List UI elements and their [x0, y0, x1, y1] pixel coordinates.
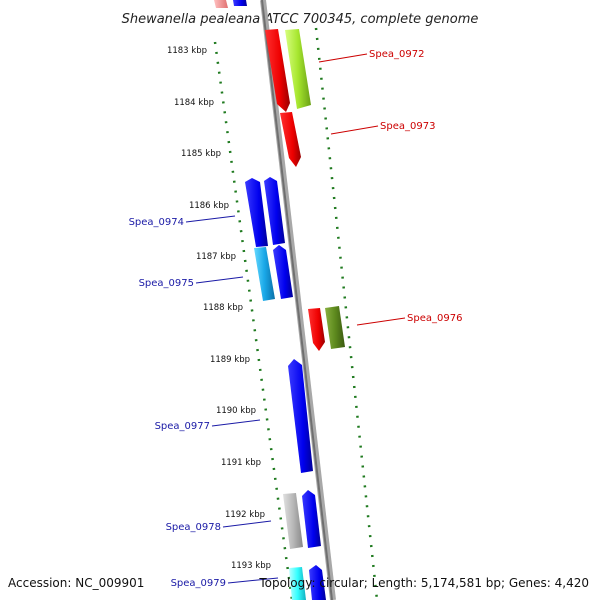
- map-title: Shewanella pealeana ATCC 700345, complet…: [122, 12, 479, 27]
- tick-label-1187: 1187 kbp: [196, 252, 236, 262]
- gene-arrow-olive-1: [325, 306, 345, 349]
- tick-label-1183: 1183 kbp: [167, 46, 207, 56]
- gene-arrow-partial-top-blue: [233, 0, 247, 6]
- tick-label-1189: 1189 kbp: [210, 355, 250, 365]
- gene-arrow-spea-0979: [289, 567, 306, 600]
- gene-label-spea-0978[interactable]: Spea_0978: [166, 522, 221, 533]
- gene-arrows: [214, 0, 345, 600]
- gene-label-spea-0974[interactable]: Spea_0974: [129, 217, 184, 228]
- gene-arrow-spea-0972: [265, 29, 290, 112]
- topology-text: Topology: circular; Length: 5,174,581 bp…: [258, 576, 589, 590]
- tick-label-1192: 1192 kbp: [225, 510, 265, 520]
- gene-label-spea-0975[interactable]: Spea_0975: [139, 278, 194, 289]
- tick-label-1191: 1191 kbp: [221, 458, 261, 468]
- gene-label-spea-0972[interactable]: Spea_0972: [369, 49, 424, 60]
- tick-label-1190: 1190 kbp: [216, 406, 256, 416]
- tick-label-1188: 1188 kbp: [203, 303, 243, 313]
- genome-backbone: [260, 0, 336, 600]
- gene-arrow-spea-0974: [245, 178, 268, 247]
- gene-arrow-spea-0975: [254, 247, 275, 301]
- gene-arrow-lime-1: [285, 29, 311, 109]
- inner-tick-ruler: [213, 41, 294, 600]
- tick-label-1186: 1186 kbp: [189, 201, 229, 211]
- tick-label-1193: 1193 kbp: [231, 561, 271, 571]
- gene-arrow-spea-0976: [308, 308, 325, 351]
- kbp-tick-labels: 1183 kbp 1184 kbp 1185 kbp 1186 kbp 1187…: [167, 46, 271, 571]
- gene-arrow-spea-0978: [283, 493, 303, 549]
- gene-arrow-blue-2: [264, 177, 285, 245]
- gene-arrow-spea-0973: [280, 112, 301, 167]
- gene-arrow-blue-5: [309, 565, 326, 600]
- gene-label-spea-0977[interactable]: Spea_0977: [155, 421, 210, 432]
- gene-label-spea-0976[interactable]: Spea_0976: [407, 313, 462, 324]
- gene-arrow-blue-3: [273, 245, 293, 299]
- tick-label-1184: 1184 kbp: [174, 98, 214, 108]
- gene-arrow-blue-4: [302, 490, 321, 548]
- gene-arrow-partial-top: [214, 0, 228, 8]
- accession-text: Accession: NC_009901: [8, 576, 144, 590]
- tick-label-1185: 1185 kbp: [181, 149, 221, 159]
- gene-label-spea-0979[interactable]: Spea_0979: [171, 578, 226, 589]
- gene-arrow-spea-0977: [288, 359, 313, 473]
- gene-label-spea-0973[interactable]: Spea_0973: [380, 121, 435, 132]
- gene-labels: Spea_0972 Spea_0973 Spea_0974 Spea_0975 …: [129, 49, 463, 589]
